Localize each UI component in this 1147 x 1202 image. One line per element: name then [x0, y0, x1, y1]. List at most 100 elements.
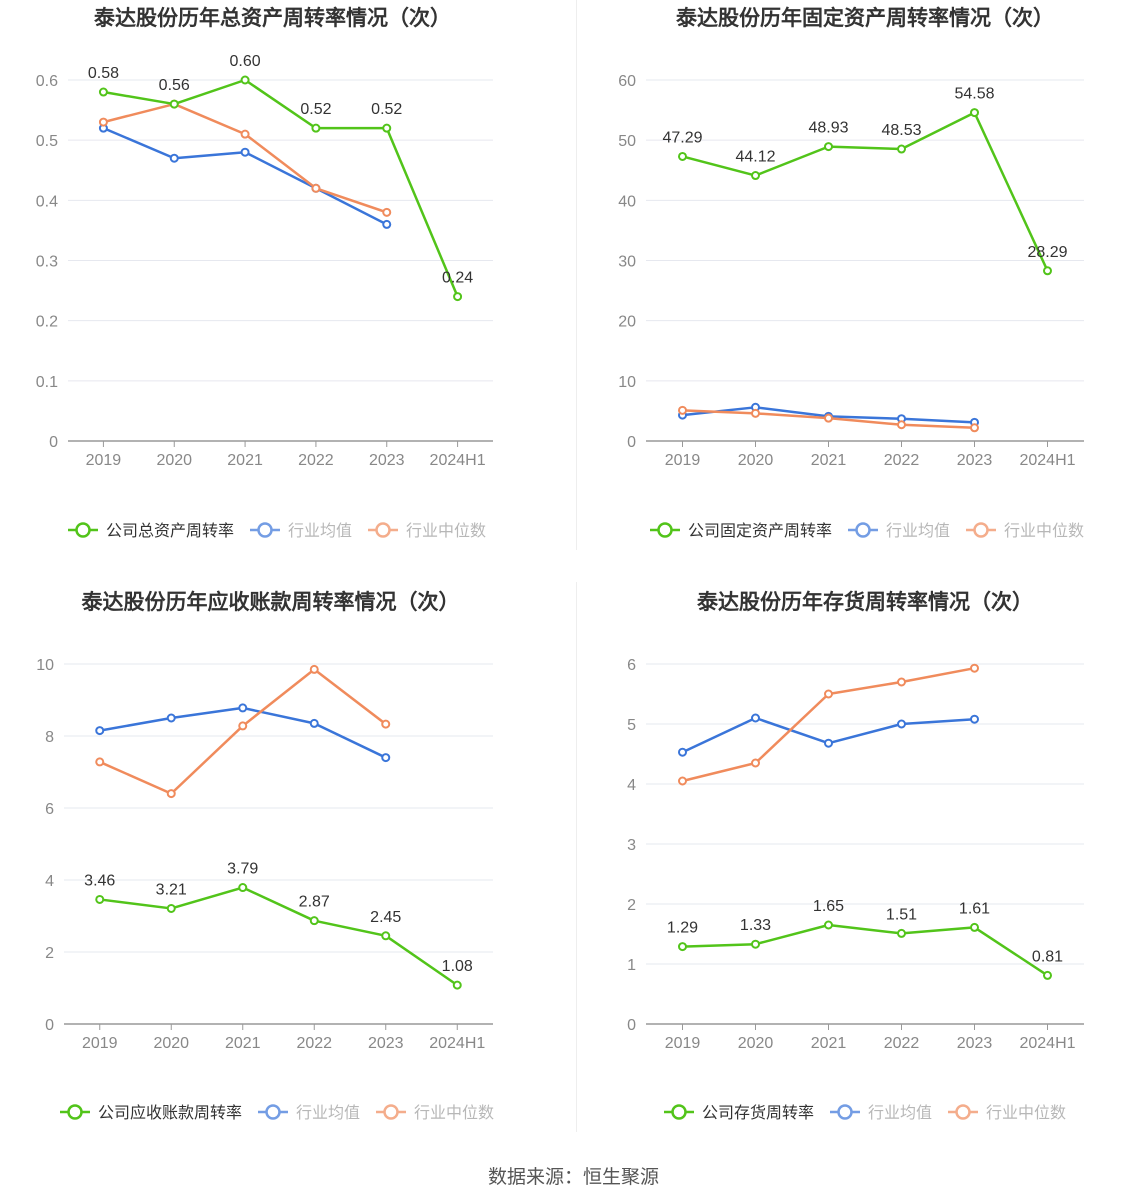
data-point-avg[interactable]: [238, 703, 248, 713]
data-point-company[interactable]: [824, 142, 833, 152]
data-point-median[interactable]: [309, 664, 319, 674]
y-tick-label: 50: [618, 133, 636, 150]
data-point-company[interactable]: [240, 75, 250, 85]
data-point-median[interactable]: [382, 207, 392, 217]
chart-total-asset-turnover: 泰达股份历年总资产周转率情况（次） 0 0.1 0.2 0.3 0.4 0.5 0.6 2019…: [0, 0, 573, 580]
data-point-avg[interactable]: [309, 718, 319, 728]
legend-marker: [973, 522, 989, 538]
data-point-company[interactable]: [381, 931, 391, 941]
data-point-avg[interactable]: [169, 153, 179, 163]
legend-marker: [837, 1104, 853, 1120]
y-tick-label: 1: [627, 957, 636, 974]
legend-item-company[interactable]: 公司应收账款周转率: [60, 1103, 242, 1122]
data-point-avg[interactable]: [382, 219, 392, 229]
data-label: 0.52: [300, 101, 331, 118]
data-point-company[interactable]: [1043, 266, 1052, 276]
data-point-median[interactable]: [238, 721, 248, 731]
data-point-median[interactable]: [381, 719, 391, 729]
y-tick-label: 40: [618, 193, 636, 210]
data-point-median[interactable]: [311, 183, 321, 193]
data-point-company[interactable]: [309, 916, 319, 926]
y-tick-label: 8: [45, 729, 54, 746]
data-point-median[interactable]: [970, 423, 979, 433]
data-point-company[interactable]: [678, 151, 687, 161]
series-line-median: [99, 668, 387, 795]
data-label: 1.08: [442, 958, 473, 975]
data-point-company[interactable]: [311, 123, 321, 133]
legend-item-company[interactable]: 公司存货周转率: [664, 1104, 814, 1122]
data-point-median[interactable]: [751, 408, 760, 418]
data-point-company[interactable]: [98, 87, 108, 97]
data-point-company[interactable]: [95, 894, 105, 904]
data-point-company[interactable]: [166, 903, 176, 913]
y-tick-label: 2: [45, 945, 54, 962]
data-point-median[interactable]: [824, 413, 833, 423]
series-line-company: [682, 111, 1049, 272]
x-tick-label: 2019: [86, 452, 122, 469]
data-point-avg[interactable]: [678, 747, 687, 757]
legend-item-median[interactable]: 行业中位数: [966, 522, 1084, 540]
legend-marker: [257, 522, 273, 538]
data-label: 3.21: [156, 881, 187, 898]
data-point-company[interactable]: [970, 922, 979, 932]
data-point-company[interactable]: [453, 292, 463, 302]
legend-item-median[interactable]: 行业中位数: [376, 1104, 494, 1122]
legend-marker: [955, 1104, 971, 1120]
data-point-company[interactable]: [897, 144, 906, 154]
legend-marker: [67, 1104, 83, 1120]
data-point-avg[interactable]: [166, 713, 176, 723]
series-line-avg: [99, 706, 387, 759]
data-point-median[interactable]: [824, 689, 833, 699]
legend-item-median[interactable]: 行业中位数: [368, 522, 486, 540]
legend-marker: [265, 1104, 281, 1120]
legend-item-avg[interactable]: 行业均值: [250, 522, 352, 540]
data-point-company[interactable]: [897, 928, 906, 938]
data-point-avg[interactable]: [824, 738, 833, 748]
data-point-avg[interactable]: [95, 726, 105, 736]
data-point-company[interactable]: [751, 171, 760, 181]
data-point-median[interactable]: [240, 129, 250, 139]
data-point-company[interactable]: [169, 99, 179, 109]
chart-svg: 泰达股份历年存货周转率情况（次） 0 1 2 3 4 5 6 2019 2020 2021 2022 2…: [627, 590, 1084, 1122]
data-point-avg[interactable]: [240, 147, 250, 157]
legend-label: 公司存货周转率: [702, 1104, 814, 1122]
data-point-avg[interactable]: [897, 719, 906, 729]
data-point-company[interactable]: [678, 942, 687, 952]
y-tick-label: 0.5: [36, 133, 58, 150]
data-point-company[interactable]: [824, 920, 833, 930]
data-point-median[interactable]: [98, 117, 108, 127]
data-point-median[interactable]: [751, 758, 760, 768]
data-point-median[interactable]: [970, 663, 979, 673]
legend-item-median[interactable]: 行业中位数: [948, 1104, 1066, 1122]
y-tick-label: 6: [627, 657, 636, 674]
data-label: 47.29: [662, 129, 702, 146]
data-point-median[interactable]: [897, 420, 906, 430]
data-label: 48.53: [881, 122, 921, 139]
data-point-company[interactable]: [452, 980, 462, 990]
data-point-company[interactable]: [751, 939, 760, 949]
data-point-median[interactable]: [166, 789, 176, 799]
series-line-median: [103, 102, 388, 214]
data-label: 1.65: [813, 898, 844, 915]
y-tick-label: 3: [627, 837, 636, 854]
legend-item-avg[interactable]: 行业均值: [830, 1104, 932, 1122]
series-line-median: [682, 666, 975, 783]
data-point-median[interactable]: [678, 776, 687, 786]
data-point-avg[interactable]: [751, 713, 760, 723]
data-point-company[interactable]: [1043, 970, 1052, 980]
legend-item-company[interactable]: 公司总资产周转率: [68, 522, 234, 540]
data-point-company[interactable]: [238, 883, 248, 893]
legend-item-avg[interactable]: 行业均值: [848, 522, 950, 540]
data-point-median[interactable]: [678, 405, 687, 415]
legend-item-avg[interactable]: 行业均值: [258, 1104, 360, 1122]
legend-marker: [855, 522, 871, 538]
y-tick-label: 10: [618, 374, 636, 391]
chart-receivables-turnover: 泰达股份历年应收账款周转率情况（次） 0 2 4 6 8 10 2019 2020 2021 202…: [0, 582, 573, 1162]
data-point-company[interactable]: [382, 123, 392, 133]
data-point-median[interactable]: [897, 677, 906, 687]
data-point-median[interactable]: [95, 757, 105, 767]
data-point-avg[interactable]: [381, 753, 391, 763]
data-point-avg[interactable]: [970, 714, 979, 724]
data-point-company[interactable]: [970, 108, 979, 118]
legend-item-company[interactable]: 公司固定资产周转率: [650, 522, 832, 540]
